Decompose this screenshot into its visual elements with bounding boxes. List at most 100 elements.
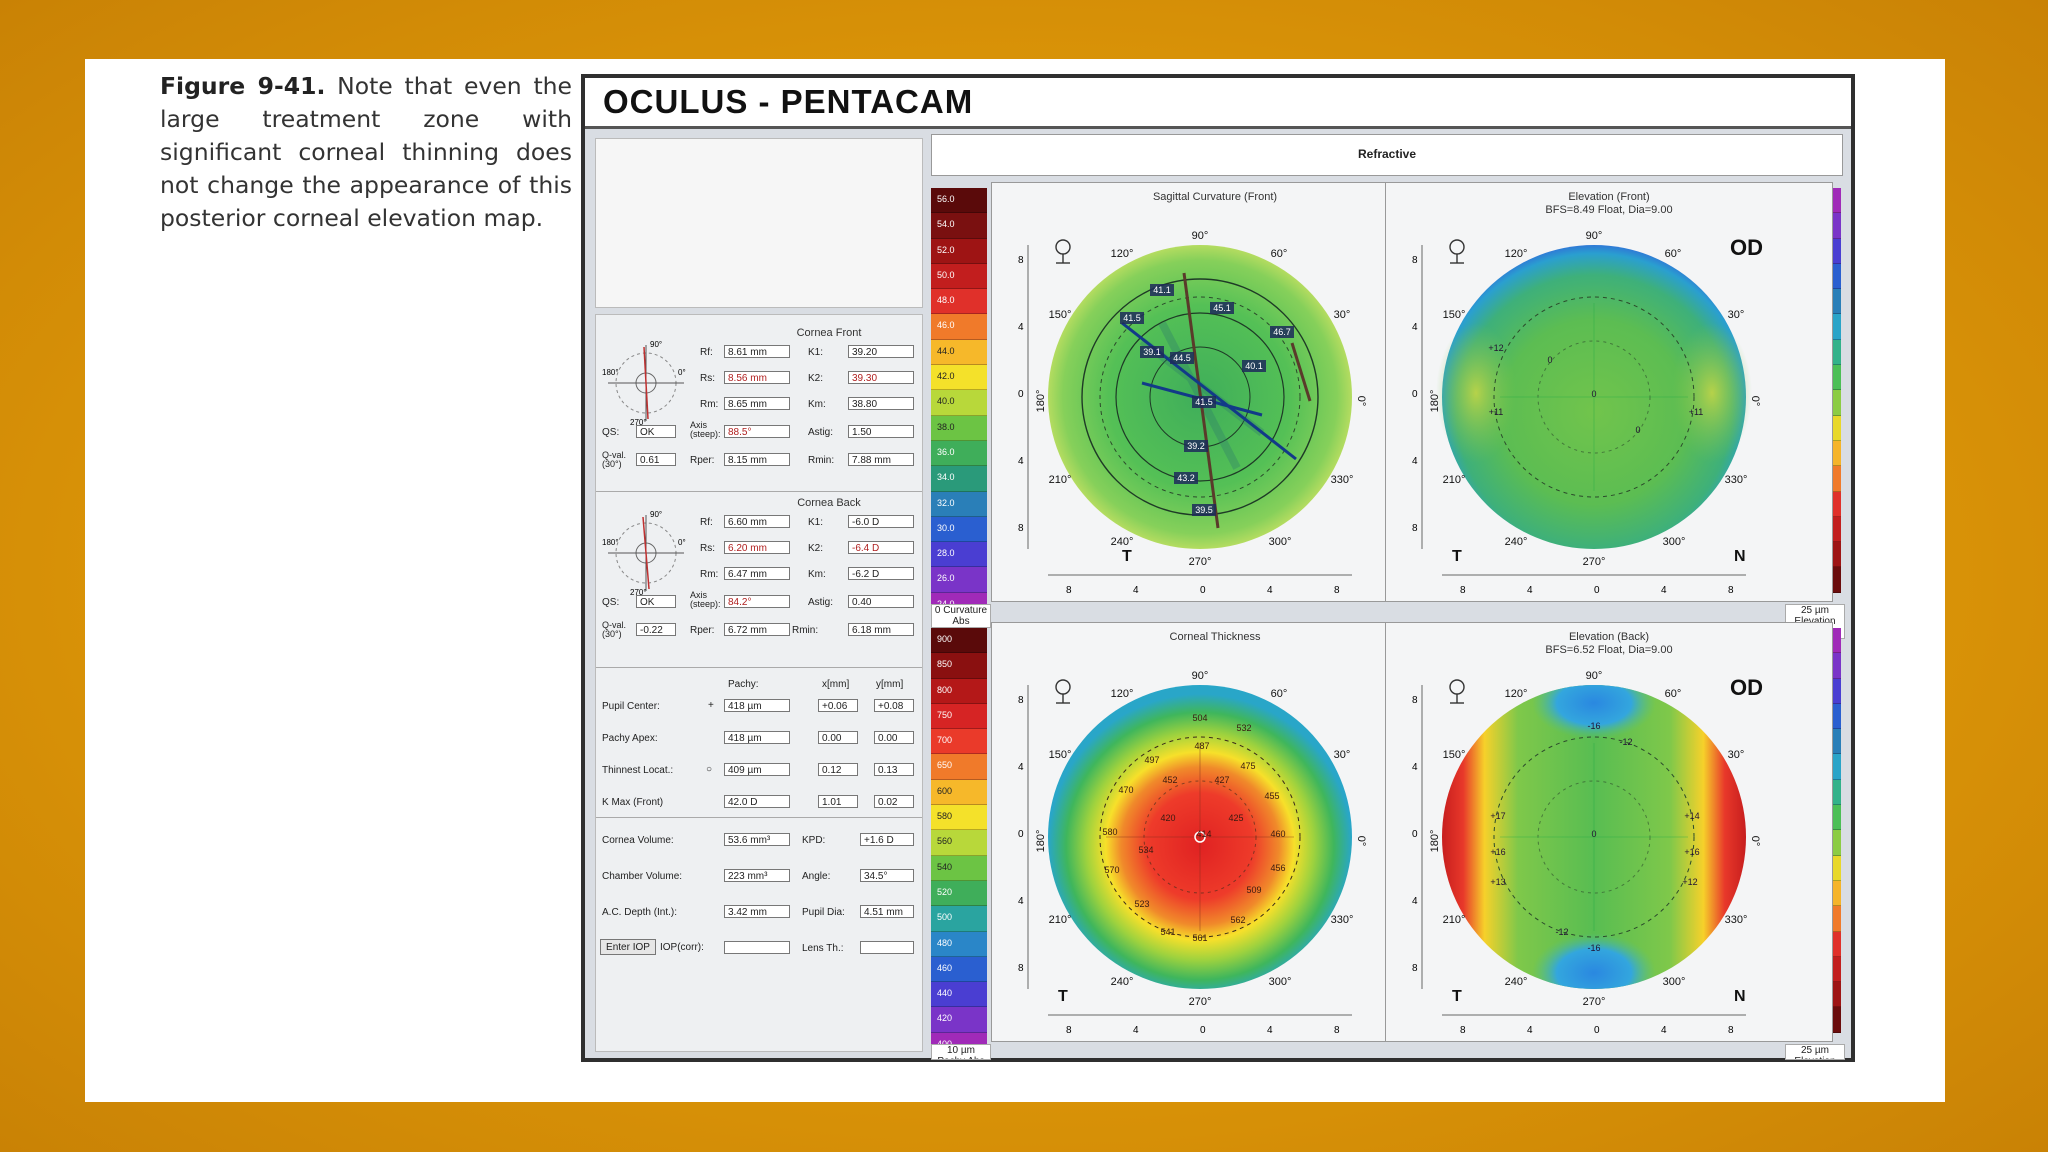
map-deg-label: 210°	[1049, 914, 1072, 926]
back-axis-value: 84.2°	[724, 595, 790, 608]
back-rs-value: 6.20 mm	[724, 541, 790, 554]
zoom-icon[interactable]	[1055, 239, 1071, 264]
scale-step-label: 700	[937, 735, 953, 746]
x-col-header: x[mm]	[822, 679, 850, 690]
scale-step-label: 26.0	[937, 573, 955, 584]
back-rmin-label: Rmin:	[792, 625, 819, 636]
scale-step: 750	[931, 703, 987, 730]
map-value-label: 487	[1194, 741, 1209, 751]
map-value-label: -16	[1587, 721, 1600, 731]
map-deg-label: 300°	[1269, 976, 1292, 988]
horizontal-axis: 8 4 0 4 8	[1442, 1014, 1746, 1036]
scale-step: 40.0	[931, 390, 987, 416]
back-deg-left: 180°	[602, 538, 619, 547]
map-value-box	[1192, 396, 1216, 408]
map-value-label: 414	[1196, 829, 1211, 839]
scale-step: 30.0	[931, 516, 987, 543]
back-k2-label: K2:	[808, 543, 824, 554]
pachy-row-x: 0.12	[818, 763, 858, 776]
map-value-label: -12	[1619, 737, 1632, 747]
scale-step: 46.0	[931, 314, 987, 340]
back-qs-value: OK	[636, 595, 676, 608]
axis-tick-label: 0	[1018, 829, 1024, 840]
map-deg-label: 330°	[1331, 914, 1354, 926]
scale-step: 44.0	[931, 339, 987, 366]
scale-step: 480	[931, 931, 987, 957]
axis-tick-label: 4	[1412, 762, 1418, 773]
pachy-color-scale: 900 850 800 750 700 650 600 580 560 540 520 500 480 4…	[931, 628, 987, 1059]
front-rs-value: 8.56 mm	[724, 371, 790, 384]
front-deg-right: 0°	[678, 368, 686, 377]
map-value-box	[1170, 352, 1194, 364]
zoom-icon[interactable]	[1449, 239, 1465, 264]
axis-tick-label: 0	[1412, 829, 1418, 840]
nasal-label: N	[1734, 548, 1746, 565]
axis-tick-label: 8	[1728, 585, 1734, 596]
map-value-label: +16	[1490, 847, 1505, 857]
map-deg-label: 330°	[1331, 474, 1354, 486]
vertical-axis: 8 4 0 4 8	[1412, 245, 1423, 549]
map-deg-label: 60°	[1665, 248, 1682, 260]
front-k2-value: 39.30	[848, 371, 914, 384]
map-value-label: 46.7	[1273, 327, 1291, 337]
map-value-box	[1210, 302, 1234, 314]
map-deg-label: 150°	[1443, 749, 1466, 761]
eye-label: OD	[1730, 675, 1763, 700]
horizontal-axis: 8 4 0 4 8	[1048, 1014, 1352, 1036]
pachy-row-value: 418 µm	[724, 699, 790, 712]
map-value-label: +13	[1490, 877, 1505, 887]
scale-step: 500	[931, 906, 987, 932]
map-value-label: 452	[1162, 775, 1177, 785]
enter-iop-button[interactable]: Enter IOP	[600, 939, 656, 955]
scale-step: 460	[931, 956, 987, 983]
map-deg-label: 300°	[1269, 536, 1292, 548]
pupil-marker-icon: +	[708, 700, 714, 711]
map-value-label: 541	[1160, 927, 1175, 937]
display-mode-banner: Refractive	[931, 134, 1843, 176]
front-axis-label: Axis (steep):	[690, 420, 721, 439]
scale-step: 32.0	[931, 491, 987, 517]
map-value-label: 0	[1547, 355, 1552, 365]
axis-tick-label: 8	[1412, 523, 1418, 534]
scale-step-label: 400	[937, 1039, 952, 1049]
map-value-label: 45.1	[1213, 303, 1231, 313]
figure-caption: Figure 9-41. Note that even the large tr…	[160, 70, 572, 235]
map-value-label: +12	[1488, 343, 1503, 353]
axis-tick-label: 4	[1018, 456, 1024, 467]
axis-tick-label: 4	[1527, 1025, 1533, 1036]
scale-step: 650	[931, 754, 987, 780]
map-deg-label: 0°	[1355, 836, 1367, 847]
axis-tick-label: 8	[1412, 255, 1418, 266]
pachy-row-label: Thinnest Locat.:	[602, 765, 674, 776]
thinnest-marker-icon: ○	[706, 764, 713, 775]
axis-tick-label: 8	[1066, 1025, 1072, 1036]
lens-th-label: Lens Th.:	[802, 943, 844, 954]
front-deg-bottom: 270°	[630, 418, 647, 427]
volume-row-value2: 34.5°	[860, 869, 914, 882]
map-value-label: 420	[1160, 813, 1175, 823]
axis-tick-label: 4	[1412, 896, 1418, 907]
back-rmin-value: 6.18 mm	[848, 623, 914, 636]
back-deg-right: 0°	[678, 538, 686, 547]
curvature-color-scale: 56.0 54.0 52.0 50.0 48.0 46.0 44.0 42.0 40.0 38.0…	[931, 188, 987, 619]
iop-corr-field[interactable]	[724, 941, 790, 954]
back-rm-value: 6.47 mm	[724, 567, 790, 580]
axis-tick-label: 8	[1412, 695, 1418, 706]
back-km-label: Km:	[808, 569, 826, 580]
zoom-icon[interactable]	[1055, 679, 1071, 704]
scale-step: 700	[931, 729, 987, 755]
map-value-label: -16	[1587, 943, 1600, 953]
map-value-label: 561	[1192, 933, 1207, 943]
zoom-icon[interactable]	[1449, 679, 1465, 704]
scale-step: 50.0	[931, 263, 987, 290]
display-mode-label: Refractive	[1357, 147, 1417, 161]
elevation-front-map: Elevation (Front) BFS=8.49 Float, Dia=9.…	[1385, 182, 1833, 602]
map-deg-label: 120°	[1111, 688, 1134, 700]
volume-row-label: Chamber Volume:	[602, 871, 683, 882]
scale-step: 580	[931, 805, 987, 831]
axis-tick-label: 8	[1018, 963, 1024, 974]
axis-tick-label: 4	[1267, 1025, 1273, 1036]
volume-row-value2: 4.51 mm	[860, 905, 914, 918]
volume-row-label: A.C. Depth (Int.):	[602, 907, 678, 918]
front-q-value: 0.61	[636, 453, 676, 466]
